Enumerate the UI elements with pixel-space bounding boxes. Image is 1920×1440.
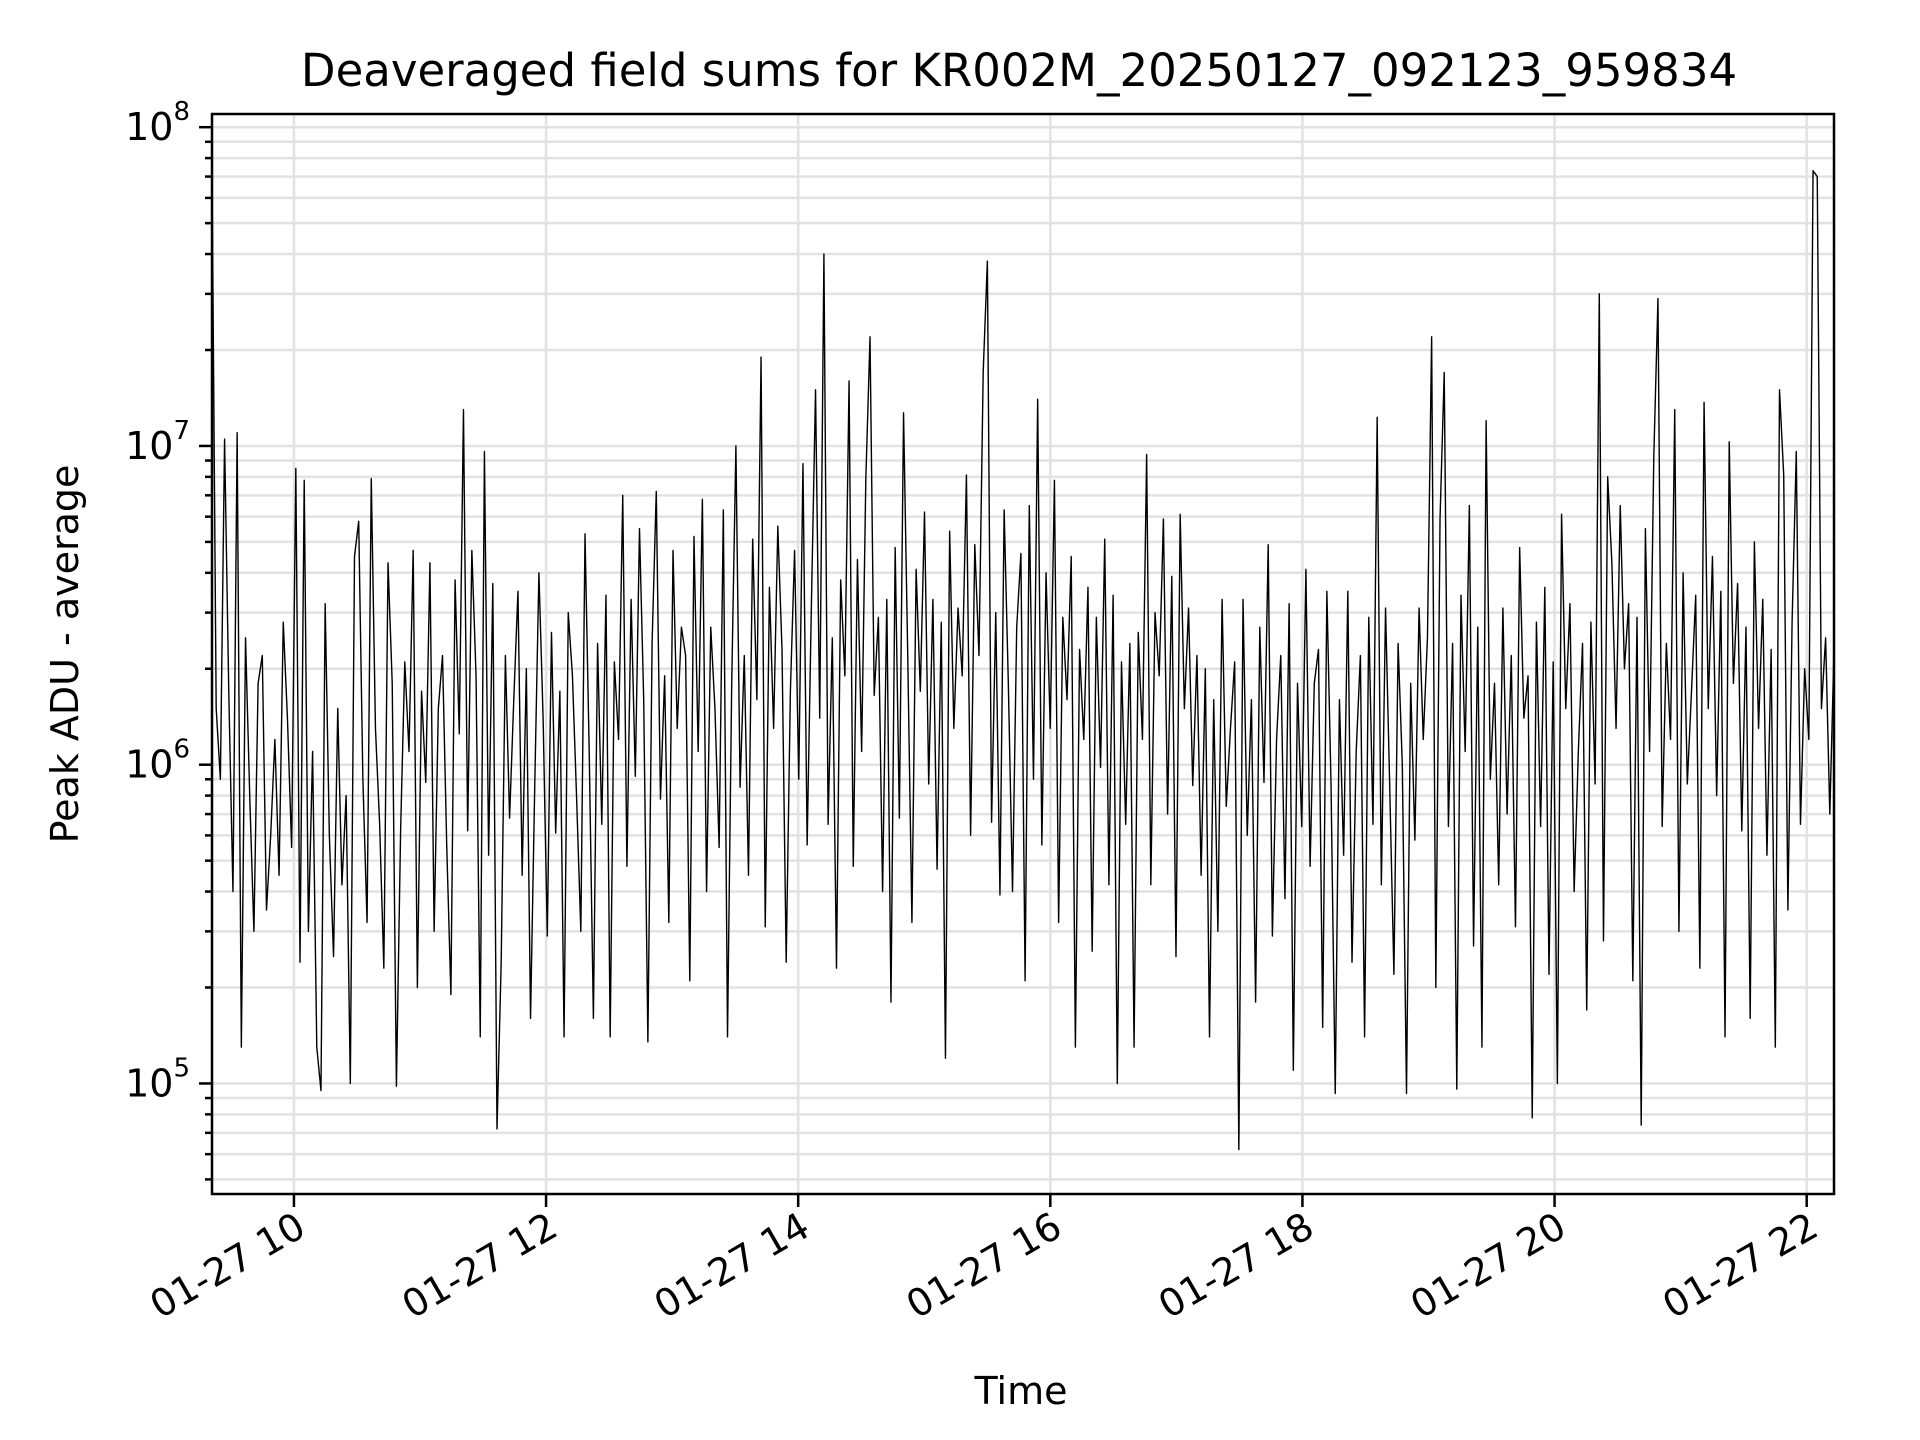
series-line-1 bbox=[211, 167, 1835, 1151]
y-axis-label: Peak ADU - average bbox=[43, 465, 87, 844]
series-layer bbox=[211, 167, 1835, 1151]
y-axis: 105 106 107 108 bbox=[125, 97, 212, 1181]
y-tick-label: 108 bbox=[125, 97, 190, 149]
chart-title: Deaveraged field sums for KR002M_2025012… bbox=[301, 44, 1737, 97]
plot-frame bbox=[210, 112, 1836, 1196]
y-tick-label: 107 bbox=[125, 416, 190, 468]
y-tick-label: 105 bbox=[125, 1053, 190, 1105]
x-axis-label: Time bbox=[974, 1369, 1068, 1413]
y-tick-label: 106 bbox=[125, 735, 190, 787]
